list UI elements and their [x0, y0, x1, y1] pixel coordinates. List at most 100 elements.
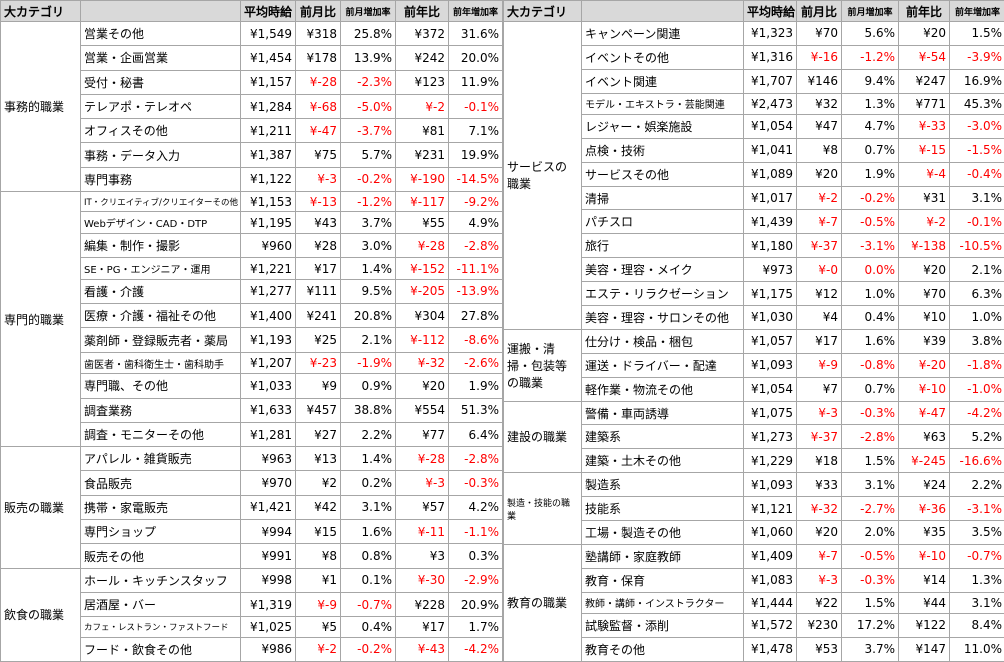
data-row: サービスその他 ¥1,089 ¥20 1.9% ¥-4 -0.4% — [504, 161, 1004, 187]
value-cell: 3.1% — [949, 591, 1004, 614]
value-cell: 0.0% — [841, 257, 899, 283]
value-cell: ¥122 — [898, 612, 950, 638]
category-cell: 販売の職業 — [0, 446, 81, 569]
value-cell: ¥111 — [295, 278, 341, 305]
subcategory-cell: パチスロ — [581, 209, 744, 235]
value-cell: ¥1,633 — [240, 397, 296, 423]
value-cell: ¥-10 — [898, 376, 950, 402]
value-cell: ¥53 — [796, 636, 842, 662]
subcategory-cell: 居酒屋・バー — [80, 591, 241, 618]
value-cell: 0.4% — [841, 305, 899, 330]
data-row: 飲食の職業 ホール・キッチンスタッフ ¥998 ¥1 0.1% ¥-30 -2.9% — [0, 567, 503, 662]
value-cell: ¥2,473 — [743, 92, 797, 115]
value-cell: -10.5% — [949, 233, 1004, 259]
subcategory-cell: エステ・リラクゼーション — [581, 281, 744, 307]
value-cell: 4.2% — [448, 494, 503, 521]
data-row: オフィスその他 ¥1,211 ¥-47 -3.7% ¥81 7.1% — [1, 118, 503, 144]
subcategory-cell: 歯医者・歯科衛生士・歯科助手 — [80, 351, 241, 375]
value-cell: 3.7% — [340, 211, 396, 234]
value-cell: 0.2% — [340, 470, 396, 496]
value-cell: ¥960 — [240, 232, 296, 259]
value-cell: ¥1,122 — [240, 166, 296, 193]
value-cell: ¥1,093 — [743, 352, 797, 378]
value-cell: ¥-16 — [796, 44, 842, 70]
data-row: SE・PG・エンジニア・運用 ¥1,221 ¥17 1.4% ¥-152 -11.1% — [1, 257, 503, 280]
value-cell: ¥1,089 — [743, 161, 797, 187]
value-cell: ¥-112 — [395, 327, 449, 353]
subcategory-cell: 食品販売 — [80, 470, 241, 496]
data-row: イベント関連 ¥1,707 ¥146 9.4% ¥247 16.9% — [504, 68, 1004, 94]
value-cell: ¥994 — [240, 519, 296, 545]
value-cell: 7.1% — [448, 118, 503, 144]
data-row: フード・飲食その他 ¥986 ¥-2 -0.2% ¥-43 -4.2% — [1, 636, 503, 662]
category-cell: 事務的職業 — [0, 20, 81, 193]
header-cell: 前年比 — [395, 0, 449, 22]
value-cell: ¥17 — [796, 328, 842, 354]
subcategory-cell: Webデザイン・CAD・DTP — [80, 211, 241, 234]
data-row: 医療・介護・福祉その他 ¥1,400 ¥241 20.8% ¥304 27.8% — [1, 303, 503, 329]
value-cell: ¥43 — [295, 211, 341, 234]
value-cell: ¥-20 — [898, 352, 950, 378]
value-cell: ¥1,041 — [743, 137, 797, 163]
value-cell: ¥-33 — [898, 113, 950, 139]
value-cell: ¥1,025 — [240, 616, 296, 638]
value-cell: ¥-37 — [796, 424, 842, 450]
value-cell: ¥146 — [796, 68, 842, 94]
value-cell: ¥-36 — [898, 496, 950, 522]
data-row: 受付・秘書 ¥1,157 ¥-28 -2.3% ¥123 11.9% — [1, 69, 503, 95]
value-cell: 20.0% — [448, 45, 503, 71]
header-cell — [581, 0, 744, 22]
value-cell: 1.6% — [841, 328, 899, 354]
value-cell: ¥81 — [395, 118, 449, 144]
value-cell: -16.6% — [949, 448, 1004, 474]
value-cell: ¥1,195 — [240, 211, 296, 234]
value-cell: 17.2% — [841, 612, 899, 638]
subcategory-cell: 建築・土木その他 — [581, 448, 744, 474]
value-cell: 3.8% — [949, 328, 1004, 354]
value-cell: ¥12 — [796, 281, 842, 307]
data-row: 清掃 ¥1,017 ¥-2 -0.2% ¥31 3.1% — [504, 185, 1004, 211]
subcategory-cell: 薬剤師・登録販売者・薬局 — [80, 327, 241, 353]
value-cell: 31.6% — [448, 20, 503, 47]
value-cell: 1.9% — [448, 373, 503, 399]
value-cell: ¥-10 — [898, 543, 950, 569]
value-cell: ¥28 — [295, 232, 341, 259]
header-cell: 前月増加率 — [841, 0, 899, 22]
value-cell: ¥-3 — [395, 470, 449, 496]
data-row: 販売の職業 アパレル・雑貨販売 ¥963 ¥13 1.4% ¥-28 -2.8% — [0, 446, 503, 569]
value-cell: ¥10 — [898, 305, 950, 330]
subcategory-cell: 教師・講師・インストラクター — [581, 591, 744, 614]
subcategory-cell: 事務・データ入力 — [80, 142, 241, 168]
data-row: 建設の職業 警備・車両誘導 ¥1,075 ¥-3 -0.3% ¥-47 -4.2% — [503, 400, 1004, 474]
data-row: 専門ショップ ¥994 ¥15 1.6% ¥-11 -1.1% — [1, 519, 503, 545]
value-cell: ¥-15 — [898, 137, 950, 163]
value-cell: 1.5% — [841, 591, 899, 614]
value-cell: -0.2% — [841, 185, 899, 211]
subcategory-cell: サービスその他 — [581, 161, 744, 187]
value-cell: ¥986 — [240, 636, 296, 662]
value-cell: 9.4% — [841, 68, 899, 94]
category-cell: 飲食の職業 — [0, 567, 81, 662]
header-cell: 大カテゴリ — [503, 0, 582, 22]
data-row: 旅行 ¥1,180 ¥-37 -3.1% ¥-138 -10.5% — [504, 233, 1004, 259]
value-cell: ¥-9 — [796, 352, 842, 378]
header-cell: 前年比 — [898, 0, 950, 22]
value-cell: ¥44 — [898, 591, 950, 614]
value-cell: ¥1,193 — [240, 327, 296, 353]
value-cell: -5.0% — [340, 93, 396, 120]
value-cell: 51.3% — [448, 397, 503, 423]
value-cell: ¥241 — [295, 303, 341, 329]
value-cell: ¥973 — [743, 257, 797, 283]
value-cell: ¥-3 — [295, 166, 341, 193]
value-cell: ¥372 — [395, 20, 449, 47]
category-cell: 専門的職業 — [0, 191, 81, 448]
value-cell: 16.9% — [949, 68, 1004, 94]
subcategory-cell: 警備・車両誘導 — [581, 400, 744, 426]
value-cell: ¥1,319 — [240, 591, 296, 618]
value-cell: 2.1% — [340, 327, 396, 353]
subcategory-cell: 点検・技術 — [581, 137, 744, 163]
value-cell: ¥14 — [898, 567, 950, 593]
value-cell: -2.8% — [841, 424, 899, 450]
data-row: 製造・技能の職業 製造系 ¥1,093 ¥33 3.1% ¥24 2.2% — [503, 472, 1004, 545]
